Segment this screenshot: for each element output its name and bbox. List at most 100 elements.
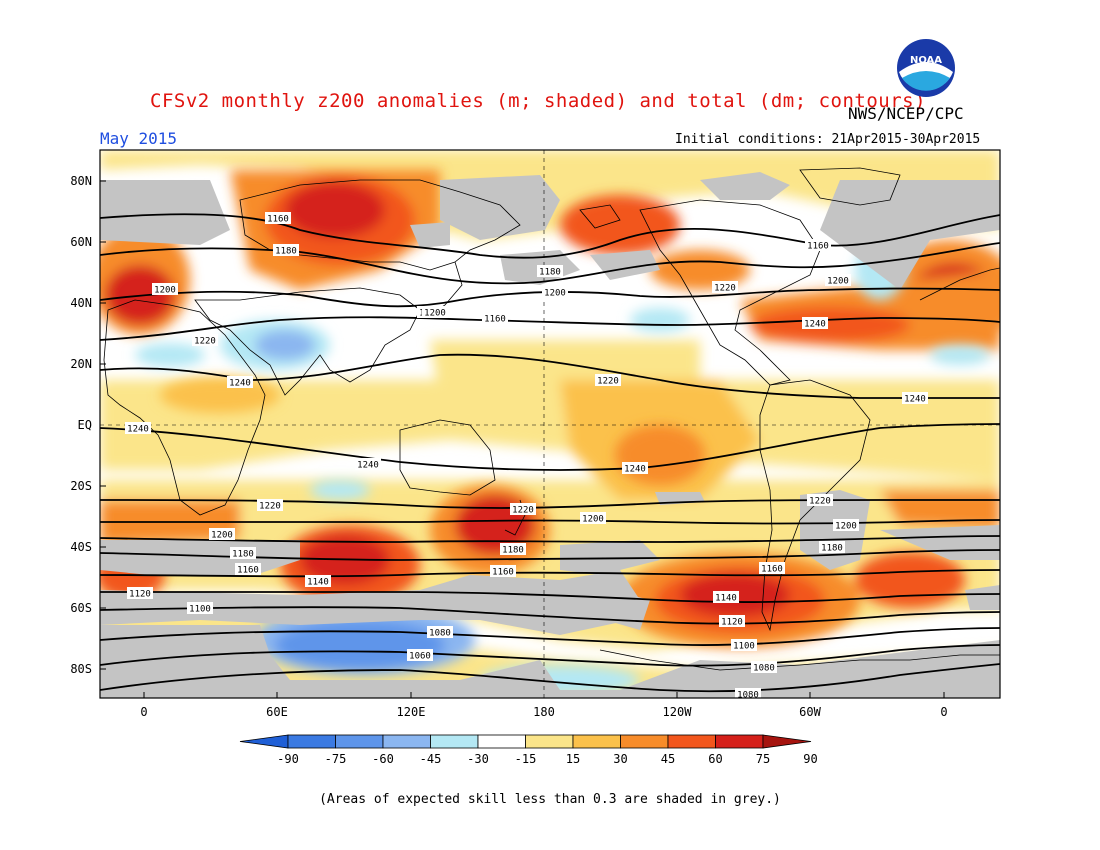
svg-text:1200: 1200	[424, 309, 446, 319]
contour-label: 1200	[580, 512, 606, 525]
svg-text:1120: 1120	[129, 590, 151, 600]
svg-text:1220: 1220	[259, 502, 281, 512]
svg-text:1240: 1240	[229, 379, 251, 389]
svg-text:1200: 1200	[582, 515, 604, 525]
colorbar-label: 75	[756, 752, 770, 766]
colorbar-label: -90	[277, 752, 299, 766]
agency-label: NWS/NCEP/CPC	[848, 104, 964, 123]
contour-label: 1080	[751, 661, 777, 674]
contour-label: 1200	[209, 528, 235, 541]
svg-text:1180: 1180	[821, 544, 843, 554]
colorbar-label: 15	[566, 752, 580, 766]
svg-text:1120: 1120	[721, 618, 743, 628]
contour-label: 1120	[719, 615, 745, 628]
svg-text:1220: 1220	[714, 284, 736, 294]
lat-tick-label: 80S	[70, 662, 92, 676]
chart-title: CFSv2 monthly z200 anomalies (m; shaded)…	[150, 90, 927, 112]
colorbar-label: 30	[613, 752, 627, 766]
contour-label: 1200	[833, 519, 859, 532]
colorbar-box	[477, 734, 526, 749]
colorbar-box	[430, 734, 479, 749]
lon-tick-label: 120W	[663, 705, 693, 719]
contour-label: 1160	[490, 565, 516, 578]
colorbar: -90 -75 -60 -45 -30 -15 15 30 45 60 75 90	[239, 734, 818, 766]
contour-label: 1240	[355, 458, 381, 471]
colorbar-arrow-left	[239, 734, 289, 749]
svg-text:1240: 1240	[127, 425, 149, 435]
map-frame	[99, 149, 1001, 699]
lon-tick-label: 0	[140, 705, 147, 719]
contour-label: 1160	[759, 562, 785, 575]
svg-text:1220: 1220	[512, 506, 534, 516]
contour-label: 1220	[712, 281, 738, 294]
forecast-month: May 2015	[100, 129, 178, 148]
colorbar-label: -45	[420, 752, 442, 766]
lat-tick-label: 20S	[70, 479, 92, 493]
svg-text:1200: 1200	[211, 531, 233, 541]
contour-label: 1220	[257, 499, 283, 512]
svg-text:1080: 1080	[753, 664, 775, 674]
contour-label: 1240	[622, 462, 648, 475]
svg-text:1220: 1220	[194, 337, 216, 347]
contour-label: 1200	[825, 274, 851, 287]
contour-label: 1180	[537, 265, 563, 278]
svg-text:1200: 1200	[827, 277, 849, 287]
svg-text:1180: 1180	[275, 247, 297, 257]
contour-label: 1060	[407, 649, 433, 662]
svg-text:1080: 1080	[737, 691, 759, 701]
contour-label: 1220	[192, 334, 218, 347]
lat-tick-label: 60N	[70, 235, 92, 249]
lat-tick-label: 60S	[70, 601, 92, 615]
svg-text:1200: 1200	[835, 522, 857, 532]
svg-text:1100: 1100	[733, 642, 755, 652]
contour-label: 1160	[265, 212, 291, 225]
lon-tick-label: 120E	[397, 705, 426, 719]
colorbar-box	[572, 734, 621, 749]
contour-label: 1160	[235, 563, 261, 576]
lat-tick-label: 80N	[70, 174, 92, 188]
lat-ticks: 80N 60N 40N 20N EQ 20S 40S 60S 80S	[70, 174, 92, 676]
contour-label: 1160	[805, 239, 831, 252]
colorbar-label: 45	[661, 752, 675, 766]
svg-text:1240: 1240	[804, 320, 826, 330]
colorbar-arrow-right	[762, 734, 812, 749]
contour-label: 1180	[500, 543, 526, 556]
lat-tick-label: 40S	[70, 540, 92, 554]
svg-text:1240: 1240	[904, 395, 926, 405]
colorbar-box	[287, 734, 336, 749]
svg-text:1160: 1160	[492, 568, 514, 578]
contour-label: 1080	[735, 688, 761, 701]
lon-ticks: 0 60E 120E 180 120W 60W 0	[140, 705, 947, 719]
contour-label: 1240	[902, 392, 928, 405]
svg-text:1160: 1160	[761, 565, 783, 575]
svg-text:1240: 1240	[357, 461, 379, 471]
contour-label: 1240	[227, 376, 253, 389]
contour-label: 1100	[731, 639, 757, 652]
lon-tick-label: 180	[533, 705, 555, 719]
svg-text:1160: 1160	[237, 566, 259, 576]
svg-text:1180: 1180	[502, 546, 524, 556]
contour-label: 1100	[187, 602, 213, 615]
colorbar-box	[715, 734, 764, 749]
svg-text:1140: 1140	[715, 594, 737, 604]
lat-tick-label: 20N	[70, 357, 92, 371]
contour-label: 1200	[542, 286, 568, 299]
svg-text:1160: 1160	[484, 315, 506, 325]
contour-label: 1240	[125, 422, 151, 435]
contour-label: 1180	[819, 541, 845, 554]
contour-label: 1220	[595, 374, 621, 387]
contour-label: 1080	[427, 626, 453, 639]
lat-tick-label: 40N	[70, 296, 92, 310]
colorbar-label: -15	[515, 752, 537, 766]
positive-anomalies	[100, 170, 1000, 648]
map-plot-area: 1160 1180 1200 1220 1240 1240 1180 1160 1180 1200…	[100, 150, 1000, 701]
svg-text:1220: 1220	[809, 497, 831, 507]
contour-label: 1160	[482, 312, 508, 325]
svg-text:1200: 1200	[154, 286, 176, 296]
svg-text:1060: 1060	[409, 652, 431, 662]
colorbar-box	[667, 734, 716, 749]
noaa-logo-icon: NOAA	[897, 39, 955, 97]
colorbar-box	[382, 734, 431, 749]
reference-lines	[100, 150, 1000, 698]
